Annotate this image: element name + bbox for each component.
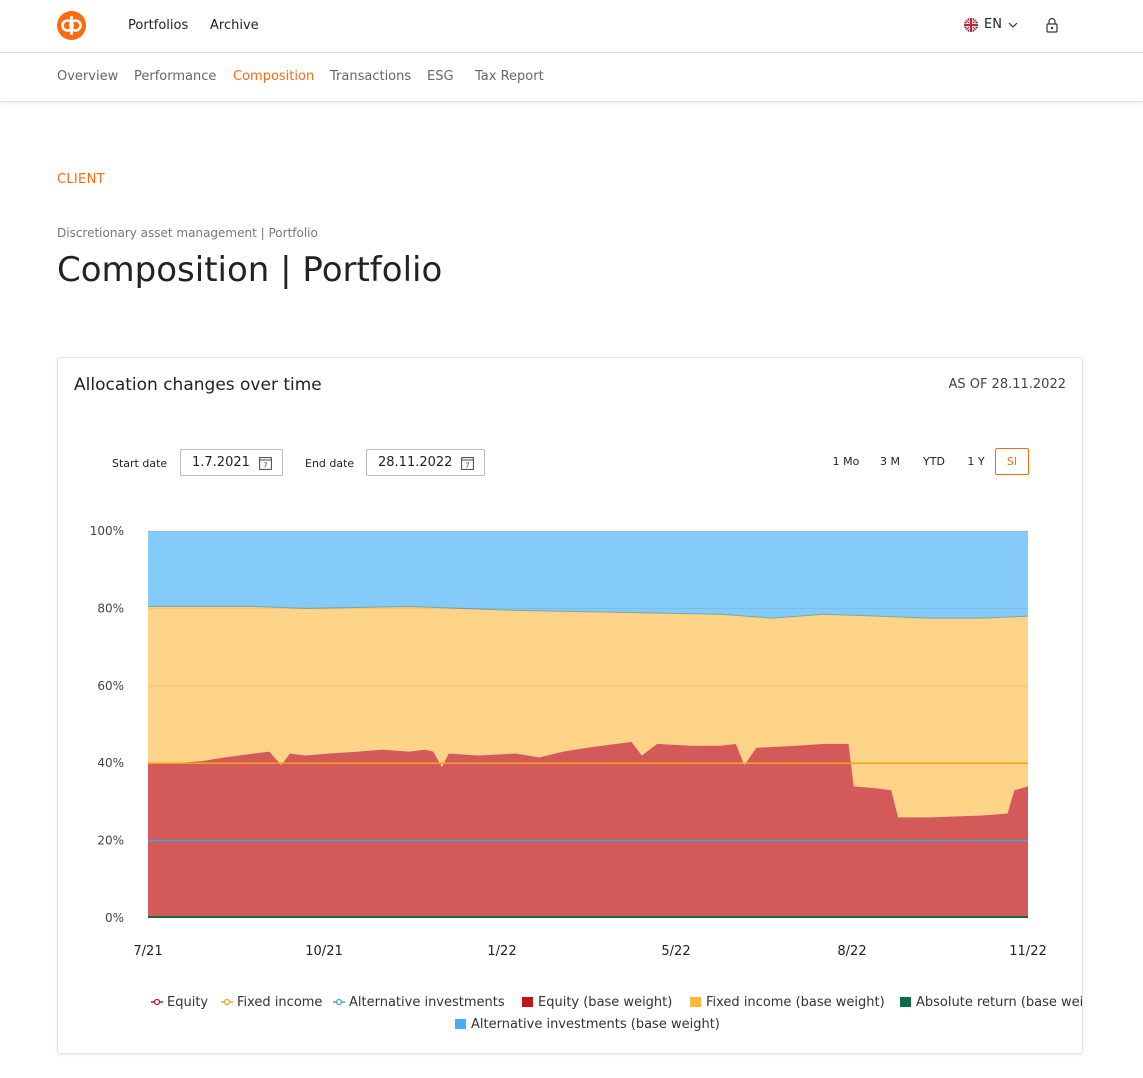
nav-portfolios[interactable]: Portfolios [128,18,189,33]
tab-tax-report[interactable]: Tax Report [475,69,544,84]
tab-performance[interactable]: Performance [134,69,217,84]
y-tick-label: 80% [97,601,124,615]
range-1y-button[interactable]: 1 Y [967,455,985,468]
section-tabs: Overview Performance Composition Transac… [0,53,1143,102]
logo-icon[interactable] [57,11,86,40]
y-tick-label: 20% [97,834,124,848]
client-label: CLIENT [57,172,105,187]
nav-archive[interactable]: Archive [210,18,259,33]
range-1mo-button[interactable]: 1 Mo [832,455,860,468]
y-tick-label: 0% [105,911,124,925]
as-of-date: AS OF 28.11.2022 [948,377,1066,392]
legend-item[interactable]: Equity [151,995,208,1010]
end-date-label: End date [305,457,355,470]
start-date-label: Start date [112,457,168,470]
legend-dot-marker [223,998,231,1006]
range-si-button[interactable]: SI [995,448,1029,475]
calendar-icon[interactable]: 7 [461,456,474,470]
svg-text:7: 7 [263,462,267,470]
uk-flag-icon [964,17,978,32]
card-title: Allocation changes over time [74,375,322,395]
tab-esg[interactable]: ESG [427,69,454,84]
language-label: EN [984,17,1002,32]
tab-transactions[interactable]: Transactions [330,69,412,84]
legend-box-marker [455,1019,466,1029]
fixed-income-base-area [148,606,1028,818]
end-date-input[interactable]: 28.11.2022 7 [366,449,485,476]
allocation-chart: 0% 20% 40% 60% 80% 100% 7/21 10/21 1/22 5/22 8/22 1… [90,524,1082,1032]
legend-item[interactable]: Alternative investments [333,995,505,1010]
calendar-icon[interactable]: 7 [259,456,272,470]
legend-item[interactable]: Equity (base weight) [522,995,672,1010]
allocation-card: Allocation changes over time AS OF 28.11… [57,357,1083,1054]
x-tick-label: 8/22 [837,944,866,959]
y-tick-label: 60% [97,679,124,693]
legend-label: Fixed income (base weight) [706,995,885,1010]
chevron-down-icon [1008,22,1018,28]
y-tick-label: 40% [97,756,124,770]
fixed-income-top-edge [148,605,1029,619]
legend-item[interactable]: Fixed income [221,995,322,1010]
start-date-input[interactable]: 1.7.2021 7 [180,449,283,476]
y-tick-label: 100% [90,524,124,538]
legend-label: Fixed income [237,995,322,1010]
range-3m-button[interactable]: 3 M [880,455,900,468]
legend-label: Alternative investments [349,995,505,1010]
legend-label: Alternative investments (base weight) [471,1017,720,1032]
legend-label: Equity [167,995,208,1010]
breadcrumb: Discretionary asset management | Portfol… [57,226,318,240]
x-tick-label: 1/22 [487,944,516,959]
legend-box-marker [900,997,911,1007]
legend-item[interactable]: Fixed income (base weight) [690,995,885,1010]
x-tick-label: 7/21 [133,944,162,959]
legend-label: Absolute return (base weight) [916,995,1082,1010]
end-date-value: 28.11.2022 [378,455,453,470]
x-tick-label: 10/21 [305,944,342,959]
lock-icon[interactable] [1045,17,1059,33]
alternative-investments-base-area [148,531,1028,619]
range-ytd-button[interactable]: YTD [923,455,945,468]
absolute-return-base-area [148,916,1028,918]
start-date-value: 1.7.2021 [192,455,250,470]
top-bar: Portfolios Archive EN [0,0,1143,53]
legend-item[interactable]: Alternative investments (base weight) [455,1017,720,1032]
legend-box-marker [522,997,533,1007]
legend-box-marker [690,997,701,1007]
equity-base-area [148,741,1028,918]
x-tick-label: 11/22 [1009,944,1046,959]
page-title: Composition | Portfolio [57,250,443,290]
legend-label: Equity (base weight) [538,995,672,1010]
legend-dot-marker [335,998,343,1006]
svg-text:7: 7 [465,462,469,470]
legend-dot-marker [153,998,161,1006]
legend-item[interactable]: Absolute return (base weight) [900,995,1082,1010]
tab-overview[interactable]: Overview [57,69,119,84]
language-selector[interactable]: EN [964,17,1018,32]
tab-composition[interactable]: Composition [233,69,315,84]
x-tick-label: 5/22 [661,944,690,959]
